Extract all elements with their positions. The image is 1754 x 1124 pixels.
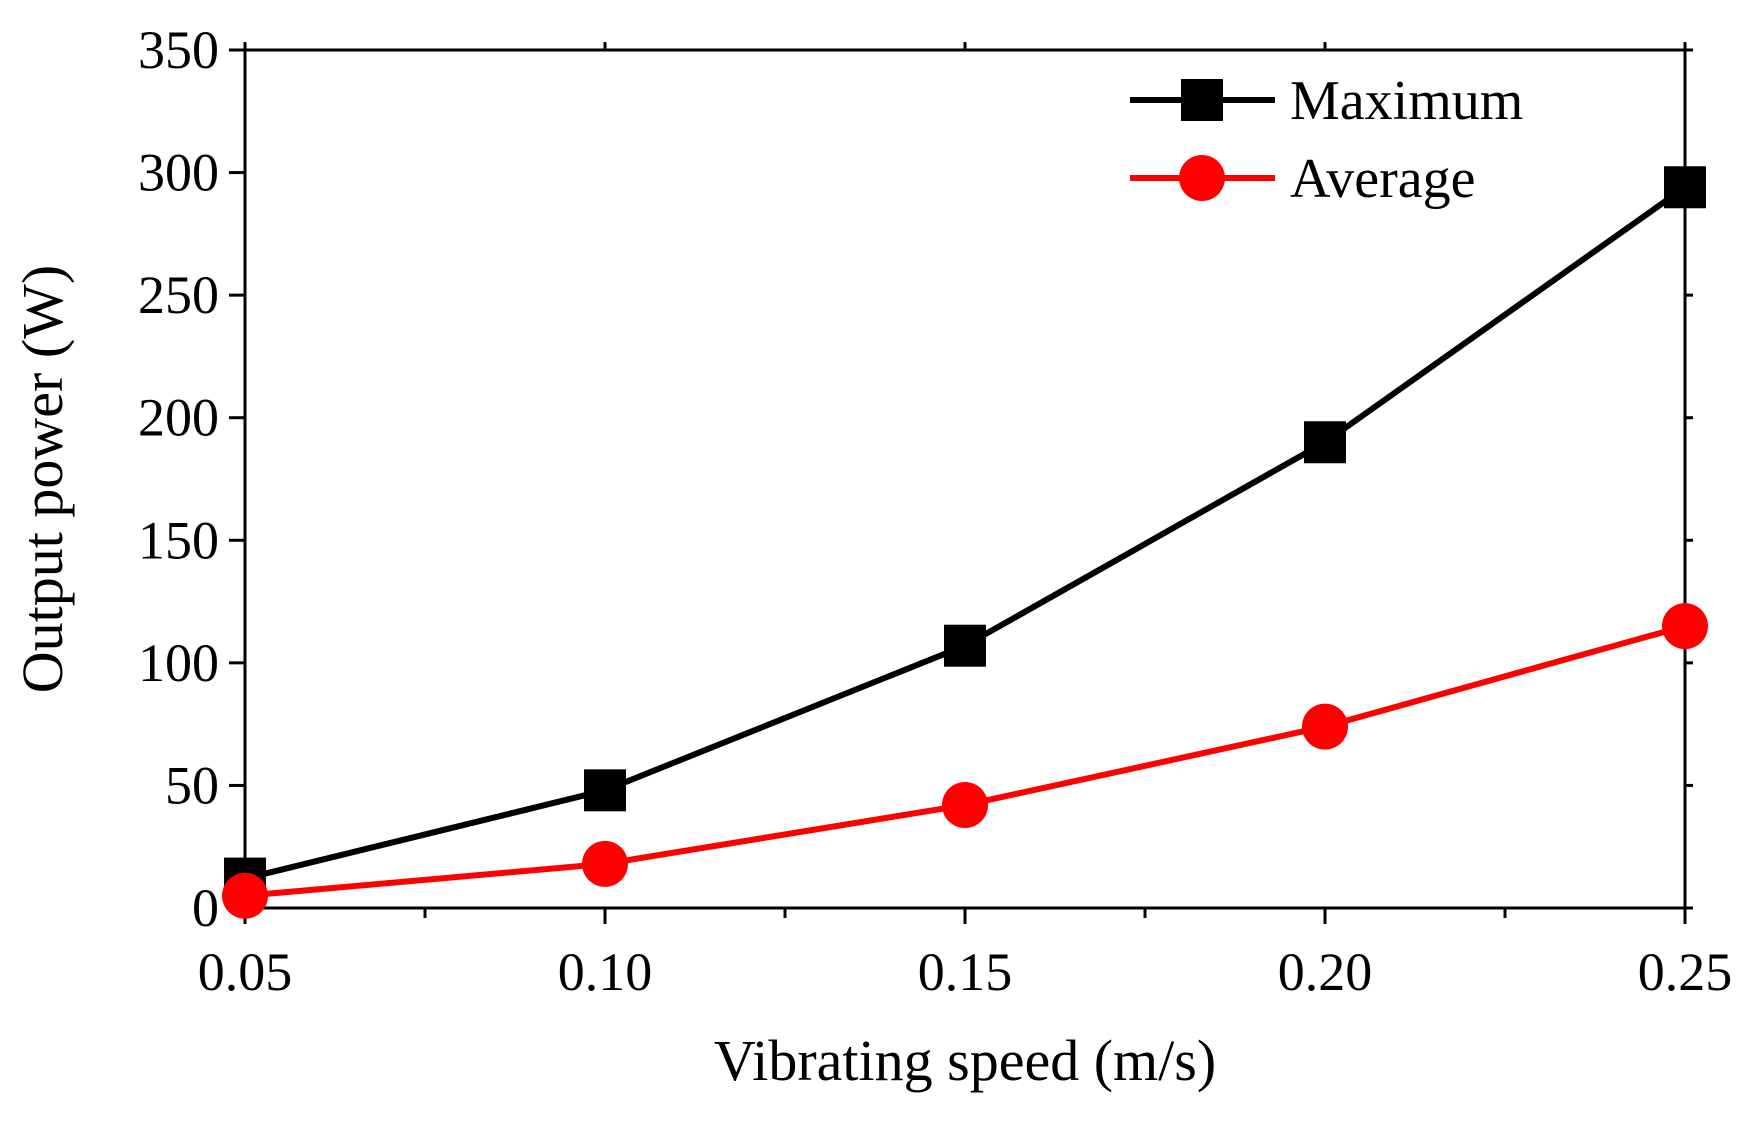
maximum-series-line — [244, 184, 1687, 882]
y-tick-label: 300 — [138, 143, 219, 203]
maximum-point — [1664, 166, 1706, 209]
average-point — [222, 872, 268, 919]
x-tick-label: 0.05 — [198, 942, 293, 1002]
x-tick-label: 0.25 — [1638, 942, 1733, 1002]
x-tick-label: 0.15 — [918, 942, 1013, 1002]
legend-maximum-marker — [1181, 79, 1223, 121]
average-point — [1302, 703, 1348, 750]
y-tick-label: 50 — [165, 755, 219, 815]
maximum-point — [584, 769, 626, 812]
legend-average-label: Average — [1290, 148, 1476, 210]
x-tick-label: 0.20 — [1278, 942, 1373, 1002]
y-axis: 0 50 100 150 200 250 300 350 — [138, 20, 1693, 938]
legend-maximum-label: Maximum — [1290, 70, 1523, 132]
average-point — [1662, 603, 1708, 650]
average-point — [942, 782, 988, 829]
y-axis-title: Output power (W) — [10, 265, 75, 693]
x-tick-label: 0.10 — [558, 942, 653, 1002]
average-point — [582, 840, 628, 887]
y-tick-label: 100 — [138, 633, 219, 693]
y-tick-label: 0 — [192, 878, 219, 938]
legend: Maximum Average — [1130, 70, 1523, 210]
maximum-point — [1304, 421, 1346, 464]
x-axis: 0.05 0.10 0.15 0.20 0.25 — [198, 42, 1733, 1002]
y-tick-label: 350 — [138, 20, 219, 80]
x-axis-title: Vibrating speed (m/s) — [714, 1028, 1216, 1093]
legend-average-marker — [1179, 155, 1225, 201]
maximum-point — [944, 624, 986, 667]
y-tick-label: 200 — [138, 388, 219, 448]
y-tick-label: 150 — [138, 510, 219, 570]
series-layer — [222, 166, 1708, 919]
y-tick-label: 250 — [138, 265, 219, 325]
